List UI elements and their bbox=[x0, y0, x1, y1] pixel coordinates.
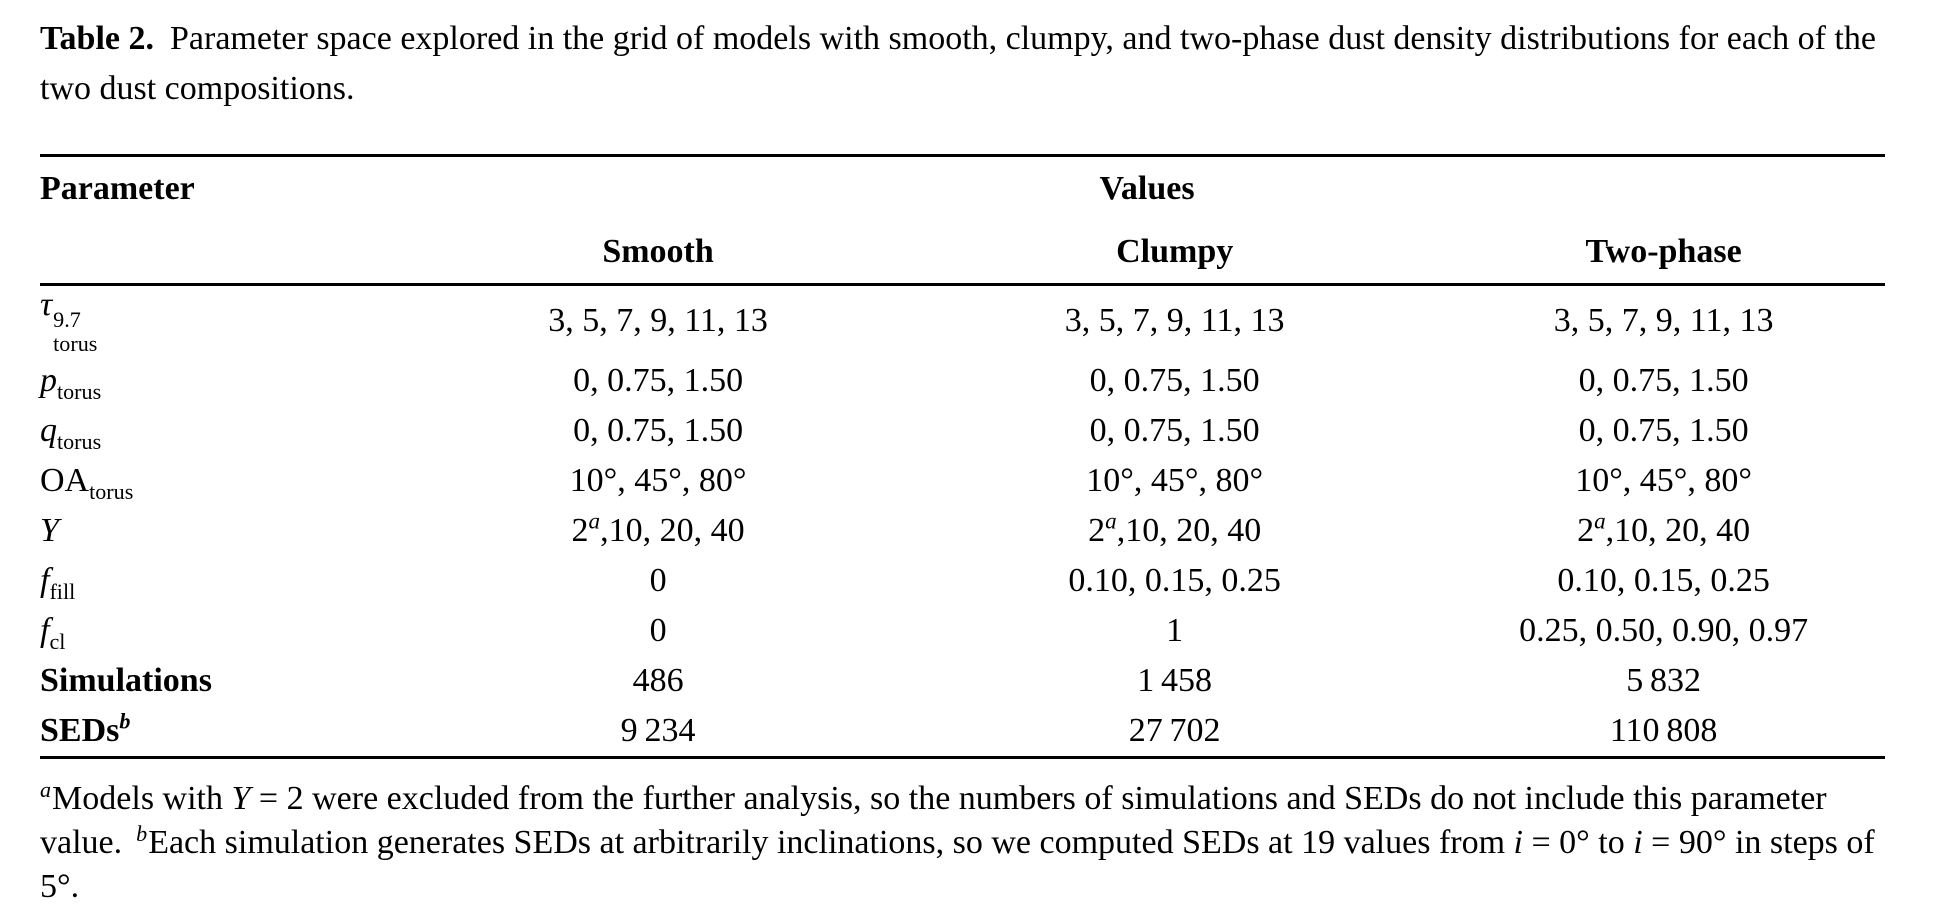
column-header-two-phase: Two-phase bbox=[1585, 233, 1742, 270]
cell-clumpy: 1 bbox=[1166, 611, 1184, 649]
cell-two-phase: 10°, 45°, 80° bbox=[1575, 461, 1752, 499]
param-simulations: Simulations bbox=[40, 661, 212, 699]
param-p-torus: ptorus bbox=[40, 361, 102, 404]
cell-two-phase: 110 808 bbox=[1609, 711, 1718, 749]
cell-smooth: 9 234 bbox=[620, 711, 696, 749]
param-f-fill: ffill bbox=[40, 561, 76, 604]
cell-two-phase: 0.10, 0.15, 0.25 bbox=[1557, 561, 1770, 599]
table-row: τ 9.7 torus 3, 5, 7, 9, 11, 13 3, 5, 7, 9,… bbox=[40, 285, 1885, 356]
table-row: fcl 0 1 0.25, 0.50, 0.90, 0.97 bbox=[40, 606, 1885, 656]
cell-smooth: 10°, 45°, 80° bbox=[569, 461, 747, 499]
table-row: OAtorus 10°, 45°, 80° 10°, 45°, 80° 10°,… bbox=[40, 456, 1885, 506]
cell-two-phase: 0, 0.75, 1.50 bbox=[1578, 361, 1749, 399]
table-row: SEDsb 9 234 27 702 110 808 bbox=[40, 706, 1885, 758]
cell-clumpy: 1 458 bbox=[1137, 661, 1213, 699]
column-header-values: Values bbox=[1099, 170, 1195, 207]
table-row: ffill 0 0.10, 0.15, 0.25 0.10, 0.15, 0.2… bbox=[40, 556, 1885, 606]
cell-two-phase: 0, 0.75, 1.50 bbox=[1578, 411, 1749, 449]
param-tau-torus: τ 9.7 torus bbox=[40, 286, 98, 356]
cell-clumpy: 27 702 bbox=[1128, 711, 1221, 749]
column-header-smooth: Smooth bbox=[602, 233, 714, 270]
cell-two-phase: 5 832 bbox=[1626, 661, 1701, 699]
cell-smooth: 3, 5, 7, 9, 11, 13 bbox=[548, 301, 768, 339]
column-header-spacer bbox=[40, 221, 409, 285]
cell-smooth: 486 bbox=[632, 661, 684, 699]
cell-clumpy: 0, 0.75, 1.50 bbox=[1089, 361, 1260, 399]
cell-clumpy: 2a,10, 20, 40 bbox=[1088, 508, 1262, 549]
footnote-a-text: Models with Y = 2 were excluded from the… bbox=[40, 779, 1827, 861]
table-caption: Table 2. Parameter space explored in the … bbox=[40, 14, 1890, 114]
cell-clumpy: 0.10, 0.15, 0.25 bbox=[1068, 561, 1281, 599]
table-head: Parameter Values Smooth Clumpy Two-phase bbox=[40, 156, 1885, 285]
footnote-b-marker: b bbox=[136, 820, 148, 846]
param-seds: SEDsb bbox=[40, 708, 131, 749]
table-row: qtorus 0, 0.75, 1.50 0, 0.75, 1.50 0, 0.… bbox=[40, 406, 1885, 456]
footnote-a-marker: a bbox=[40, 776, 52, 802]
param-f-cl: fcl bbox=[40, 611, 66, 654]
cell-smooth: 0, 0.75, 1.50 bbox=[573, 361, 744, 399]
table-footnote: aModels with Y = 2 were excluded from th… bbox=[40, 777, 1888, 909]
cell-smooth: 2a,10, 20, 40 bbox=[571, 508, 745, 549]
cell-two-phase: 3, 5, 7, 9, 11, 13 bbox=[1553, 301, 1774, 339]
param-y: Y bbox=[40, 511, 59, 549]
footnote-b-text: Each simulation generates SEDs at arbitr… bbox=[40, 823, 1875, 905]
column-header-clumpy: Clumpy bbox=[1116, 233, 1234, 270]
cell-clumpy: 0, 0.75, 1.50 bbox=[1089, 411, 1260, 449]
cell-smooth: 0 bbox=[649, 561, 667, 599]
cell-two-phase: 2a,10, 20, 40 bbox=[1577, 508, 1751, 549]
header-row-distributions: Smooth Clumpy Two-phase bbox=[40, 221, 1885, 285]
param-q-torus: qtorus bbox=[40, 411, 102, 454]
cell-clumpy: 3, 5, 7, 9, 11, 13 bbox=[1064, 301, 1285, 339]
cell-two-phase: 0.25, 0.50, 0.90, 0.97 bbox=[1519, 611, 1809, 649]
table-caption-text: Parameter space explored in the grid of … bbox=[40, 20, 1876, 107]
cell-smooth: 0 bbox=[649, 611, 667, 649]
cell-clumpy: 10°, 45°, 80° bbox=[1086, 461, 1264, 499]
parameter-table: Parameter Values Smooth Clumpy Two-phase… bbox=[40, 154, 1885, 759]
table-body: τ 9.7 torus 3, 5, 7, 9, 11, 13 3, 5, 7, 9,… bbox=[40, 285, 1885, 758]
table-row: ptorus 0, 0.75, 1.50 0, 0.75, 1.50 0, 0.… bbox=[40, 356, 1885, 406]
header-row-values: Parameter Values bbox=[40, 156, 1885, 222]
column-header-parameter: Parameter bbox=[40, 170, 195, 207]
table-caption-label: Table 2. bbox=[40, 20, 155, 57]
table-row: Simulations 486 1 458 5 832 bbox=[40, 656, 1885, 706]
cell-smooth: 0, 0.75, 1.50 bbox=[573, 411, 744, 449]
table-row: Y 2a,10, 20, 40 2a,10, 20, 40 2a,10, 20,… bbox=[40, 506, 1885, 556]
param-oa-torus: OAtorus bbox=[40, 461, 134, 504]
